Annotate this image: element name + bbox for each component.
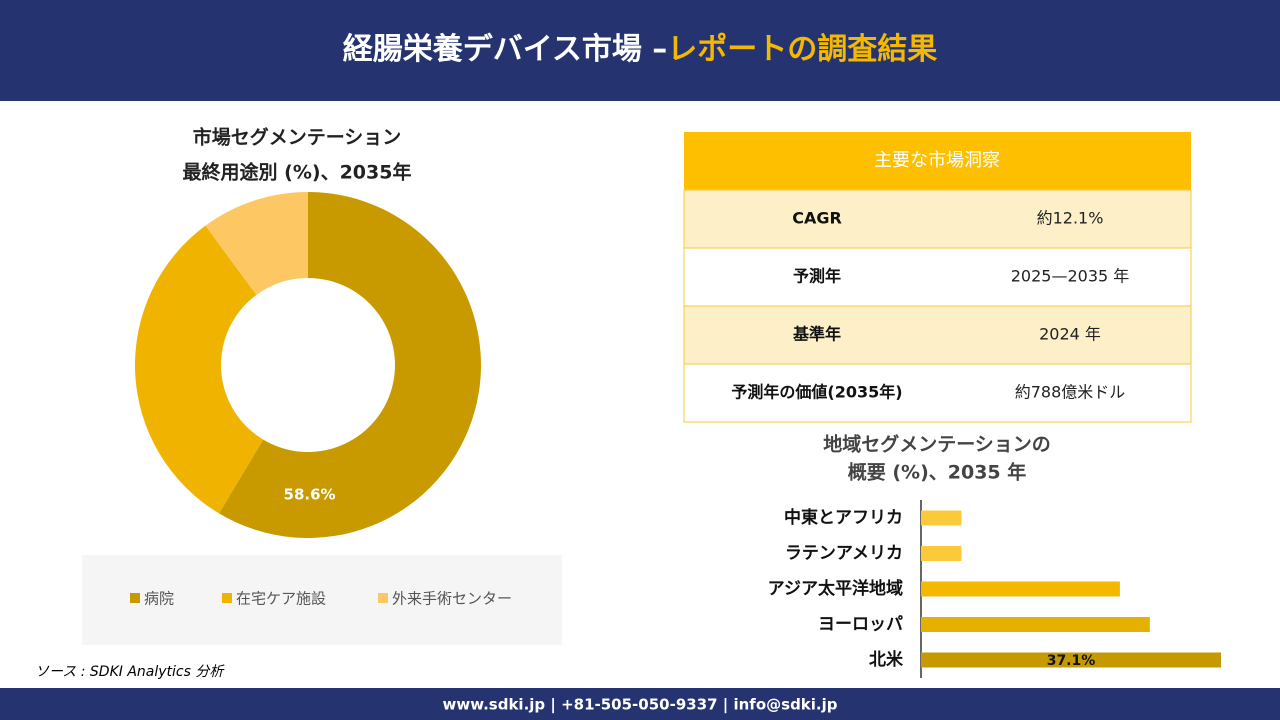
table-header xyxy=(684,132,1191,190)
legend-label: 在宅ケア施設 xyxy=(236,590,326,608)
data-label: 37.1% xyxy=(1047,653,1096,669)
table-row xyxy=(683,189,1192,249)
legend-label: 外来手術センター xyxy=(392,590,512,608)
table-label: 予測年 xyxy=(793,267,841,286)
y-tick-label: アジア太平洋地域 xyxy=(768,578,903,599)
legend-swatch xyxy=(222,593,232,603)
title-main: 経腸栄養デバイス市場 – xyxy=(343,32,668,67)
footer-bar xyxy=(0,688,1280,720)
table-label: 基準年 xyxy=(792,325,841,344)
legend-box xyxy=(82,555,562,645)
y-tick-label: ヨーロッパ xyxy=(818,615,903,635)
donut-slice xyxy=(219,192,482,538)
table-value: 2024 年 xyxy=(1039,325,1101,344)
table-row xyxy=(683,247,1192,307)
legend-label: 病院 xyxy=(144,590,174,608)
bar xyxy=(921,581,1120,597)
y-tick-label: 中東とアフリカ xyxy=(784,507,903,528)
bar xyxy=(921,510,962,526)
footer: www.sdki.jp | +81-505-050-9337 | info@sd… xyxy=(442,696,837,715)
donut-slice xyxy=(135,225,264,514)
donut-slice xyxy=(205,192,308,295)
legend-swatch xyxy=(130,593,140,603)
table-value: 約12.1% xyxy=(1037,209,1104,228)
bar xyxy=(921,546,962,561)
table-value: 約788億米ドル xyxy=(1015,383,1126,402)
y-tick-label: 北米 xyxy=(869,649,904,670)
table-label: CAGR xyxy=(792,209,842,228)
bar xyxy=(921,617,1150,632)
table-row xyxy=(683,305,1192,365)
header-bar xyxy=(0,0,1280,101)
table-row xyxy=(683,363,1192,423)
data-label: 58.6% xyxy=(284,485,336,503)
legend-swatch xyxy=(378,593,388,603)
donut-title: 市場セグメンテーション xyxy=(193,126,402,149)
table-value: 2025—2035 年 xyxy=(1011,267,1130,286)
bar-subtitle: 概要 (%)、2035 年 xyxy=(848,461,1027,484)
title-highlight: レポートの調査結果 xyxy=(667,32,937,67)
source: ソース : SDKI Analytics 分析 xyxy=(35,664,225,680)
donut-subtitle: 最終用途別 (%)、2035年 xyxy=(183,161,412,184)
bar-title: 地域セグメンテーションの xyxy=(823,433,1051,456)
table-title: 主要な市場洞察 xyxy=(874,150,1000,171)
bar xyxy=(921,652,1221,668)
header-title: 経腸栄養デバイス市場 –レポートの調査結果 xyxy=(343,32,938,67)
y-tick-label: ラテンアメリカ xyxy=(785,544,903,564)
table-label: 予測年の価値(2035年) xyxy=(731,383,902,402)
